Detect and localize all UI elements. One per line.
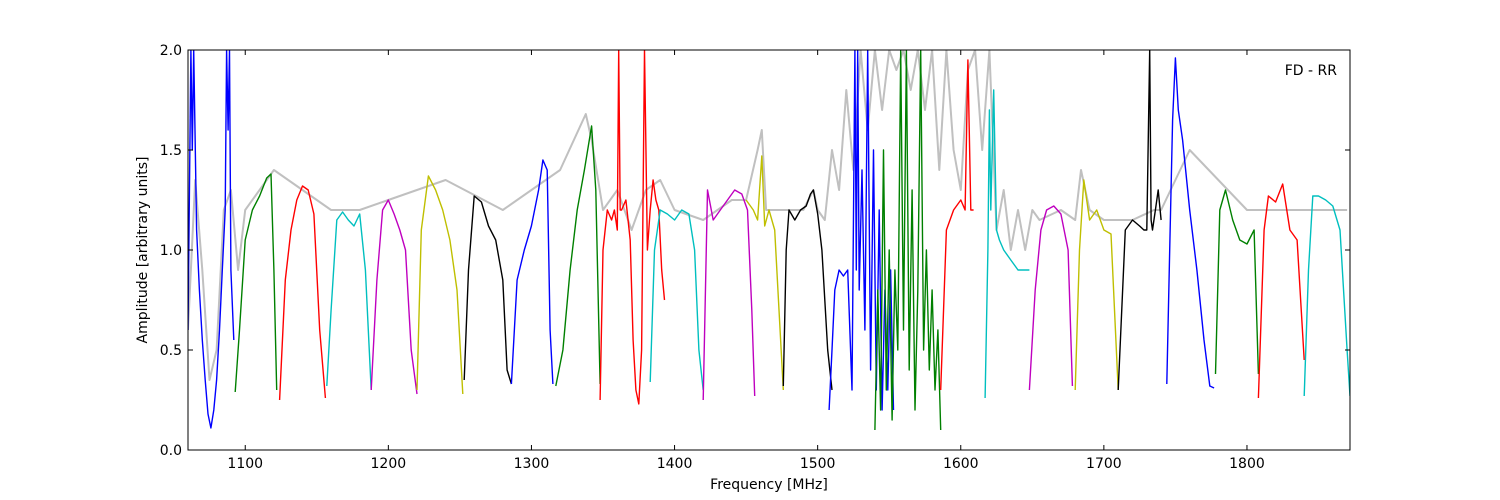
- series-line-0: [188, 50, 1348, 381]
- series-line-8: [510, 159, 554, 385]
- series-line-21: [1117, 50, 1162, 391]
- y-tick-label: 1.0: [160, 243, 182, 259]
- series-line-11: [649, 209, 704, 391]
- series-layer: [188, 50, 1350, 431]
- series-line-15: [828, 50, 895, 411]
- series-line-7: [463, 195, 513, 385]
- y-tick-label: 0.5: [160, 343, 182, 359]
- y-tick-label: 0.0: [160, 443, 182, 459]
- series-line-25: [1303, 195, 1350, 397]
- x-axis-label: Frequency [MHz]: [710, 477, 828, 493]
- series-line-6: [416, 175, 464, 395]
- series-line-1: [188, 50, 235, 429]
- x-tick-label: 1300: [514, 456, 550, 472]
- y-tick-label: 1.5: [160, 143, 182, 159]
- series-line-12: [702, 189, 756, 401]
- series-line-5: [370, 199, 418, 395]
- series-line-20: [1074, 179, 1119, 391]
- series-line-22: [1166, 57, 1215, 389]
- series-line-13: [745, 155, 784, 391]
- y-tick-label: 2.0: [160, 43, 182, 59]
- series-line-3: [278, 185, 327, 401]
- x-tick-label: 1200: [371, 456, 407, 472]
- series-line-9: [555, 125, 601, 387]
- series-line-23: [1214, 189, 1260, 375]
- series-line-10: [599, 50, 666, 405]
- series-line-16: [874, 50, 942, 431]
- series-line-4: [326, 211, 372, 391]
- series-line-19: [1028, 205, 1074, 391]
- series-line-2: [234, 173, 278, 393]
- x-tick-label: 1500: [800, 456, 836, 472]
- series-line-14: [782, 189, 833, 391]
- x-tick-label: 1600: [943, 456, 979, 472]
- x-tick-label: 1100: [227, 456, 263, 472]
- x-tick-label: 1400: [657, 456, 693, 472]
- series-line-24: [1257, 183, 1305, 399]
- y-axis-label: Amplitude [arbitrary units]: [135, 157, 151, 344]
- chart-annotation: FD - RR: [1285, 63, 1338, 79]
- series-line-18: [984, 89, 1030, 399]
- x-tick-label: 1700: [1086, 456, 1122, 472]
- series-line-17: [940, 59, 974, 391]
- ticks-layer: 1100 1200 1300 1400 1500 1600 1700 1800 0.0 0.5 1.…: [160, 43, 1350, 472]
- x-tick-label: 1800: [1229, 456, 1265, 472]
